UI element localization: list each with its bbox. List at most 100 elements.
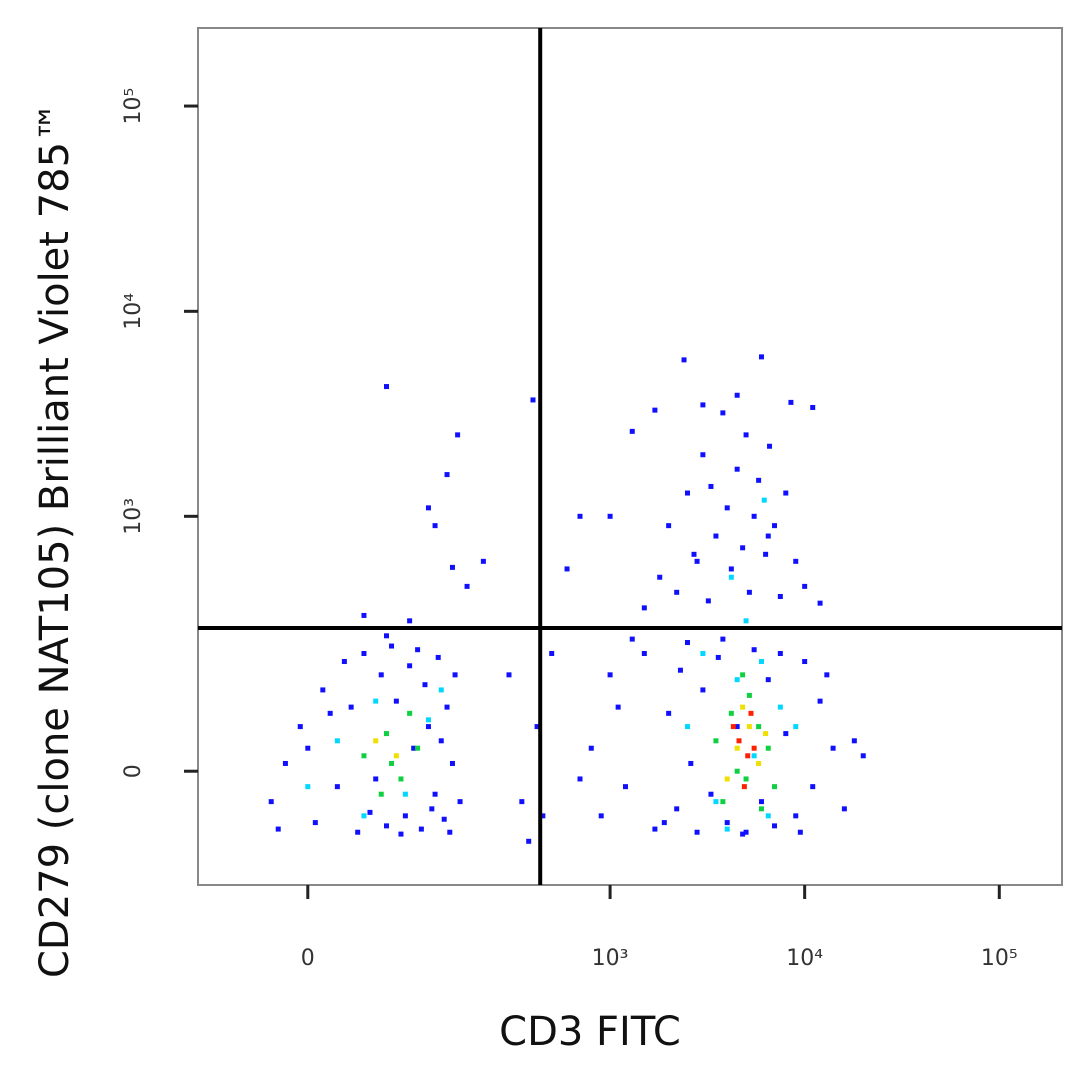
event-dot (389, 643, 395, 649)
event-dot (438, 738, 444, 744)
x-axis-label: CD3 FITC (499, 1009, 681, 1055)
event-dot (530, 397, 536, 403)
event-dot (751, 647, 757, 653)
event-dot (373, 776, 379, 782)
event-dot (297, 724, 303, 730)
event-dot (305, 745, 311, 751)
event-dot (715, 654, 721, 660)
event-dot (684, 490, 690, 496)
event-dot (724, 776, 730, 782)
event-dot (765, 813, 771, 819)
event-dot (452, 672, 458, 678)
event-dot (705, 598, 711, 604)
event-dot (666, 523, 672, 529)
event-dot (398, 831, 404, 837)
event-dot (378, 791, 384, 797)
event-dot (713, 799, 719, 805)
event-dot (758, 659, 764, 665)
event-dot (841, 806, 847, 812)
event-dot (268, 799, 274, 805)
event-dot (373, 698, 379, 704)
event-dot (334, 784, 340, 790)
event-dot (398, 776, 404, 782)
event-dot (810, 784, 816, 790)
event-dot (708, 483, 714, 489)
event-dot (666, 710, 672, 716)
event-dot (393, 698, 399, 704)
event-dot (432, 791, 438, 797)
event-dot (577, 513, 583, 519)
event-dot (480, 558, 486, 564)
event-dot (674, 806, 680, 812)
x-tick-label: 10³ (592, 946, 629, 971)
event-dot (373, 738, 379, 744)
x-tick-label: 10⁴ (786, 946, 823, 971)
event-dot (767, 443, 773, 449)
event-dot (607, 513, 613, 519)
event-dot (810, 404, 816, 410)
y-tick-label: 10⁴ (121, 293, 146, 330)
event-dot (312, 820, 318, 826)
event-dot (681, 357, 687, 363)
event-dot (691, 551, 697, 557)
event-dot (860, 753, 866, 759)
event-dot (361, 650, 367, 656)
event-dot (793, 724, 799, 730)
event-dot (432, 523, 438, 529)
event-dot (772, 784, 778, 790)
event-dot (745, 753, 751, 759)
event-dot (746, 589, 752, 595)
event-dot (740, 545, 746, 551)
event-dot (378, 672, 384, 678)
event-dot (383, 731, 389, 737)
event-dot (422, 682, 428, 688)
event-dot (407, 618, 413, 624)
event-dot (734, 466, 740, 472)
event-dot (788, 399, 794, 405)
event-dot (700, 687, 706, 693)
event-dot (734, 745, 740, 751)
event-dot (441, 816, 447, 822)
event-dot (438, 687, 444, 693)
event-dot (751, 745, 757, 751)
event-dot (851, 738, 857, 744)
event-dot (700, 650, 706, 656)
event-dot (763, 551, 769, 557)
event-dot (748, 710, 754, 716)
event-dot (464, 583, 470, 589)
event-dot (761, 497, 767, 503)
event-dot (506, 672, 512, 678)
event-dot (734, 768, 740, 774)
y-tick-label: 10³ (121, 498, 146, 535)
event-dot (435, 654, 441, 660)
event-dot (607, 672, 613, 678)
event-dot (720, 799, 726, 805)
event-dot (758, 354, 764, 360)
event-dot (457, 799, 463, 805)
event-dot (383, 823, 389, 829)
event-dot (588, 745, 594, 751)
event-dot (783, 490, 789, 496)
event-dot (817, 600, 823, 606)
event-dot (652, 826, 658, 832)
event-dot (758, 799, 764, 805)
event-dot (728, 710, 734, 716)
event-dot (734, 724, 740, 730)
event-dot (756, 760, 762, 766)
event-dot (743, 432, 749, 438)
event-dot (730, 724, 736, 730)
event-dot (407, 663, 413, 669)
event-dot (455, 432, 461, 438)
event-dot (425, 505, 431, 511)
event-dot (713, 738, 719, 744)
event-dot (534, 724, 540, 730)
event-dot (429, 806, 435, 812)
event-dot (772, 823, 778, 829)
event-dot (684, 724, 690, 730)
event-dot (694, 829, 700, 835)
event-dot (526, 838, 532, 844)
event-dot (713, 533, 719, 539)
event-dot (305, 784, 311, 790)
event-dot (734, 392, 740, 398)
event-dot (677, 667, 683, 673)
